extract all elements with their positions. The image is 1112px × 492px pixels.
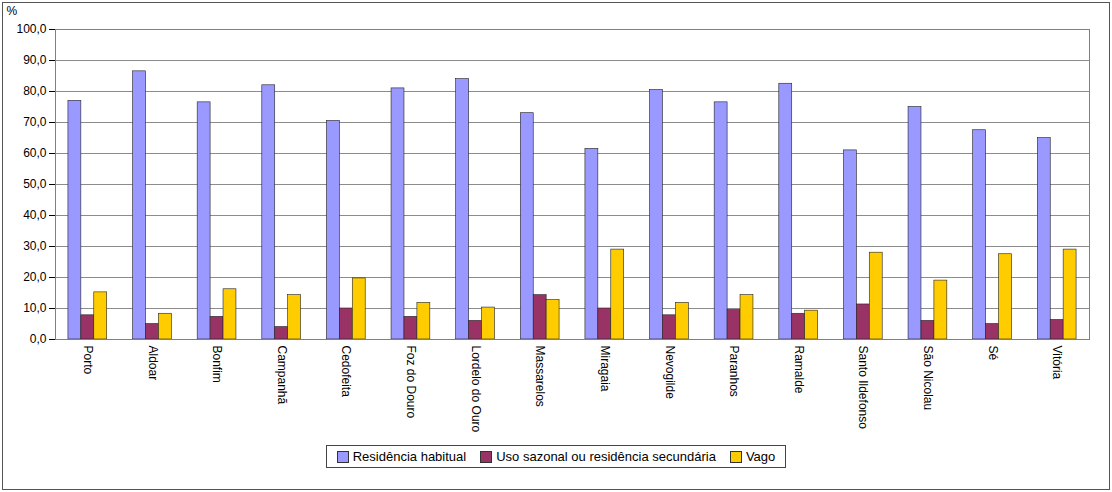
svg-text:Bonfim: Bonfim <box>210 346 224 383</box>
svg-text:Paranhos: Paranhos <box>727 346 741 397</box>
svg-text:50,0: 50,0 <box>23 177 47 191</box>
svg-text:Santo Ildefonso: Santo Ildefonso <box>856 346 870 430</box>
svg-text:Campanhã: Campanhã <box>275 346 289 405</box>
svg-text:Lordelo do Ouro: Lordelo do Ouro <box>469 346 483 433</box>
html-text:Vago: Vago <box>745 449 776 464</box>
html-text:Residência habitual: Residência habitual <box>352 449 467 464</box>
svg-text:100,0: 100,0 <box>16 22 46 36</box>
svg-text:90,0: 90,0 <box>23 53 47 67</box>
svg-text:0,0: 0,0 <box>30 332 47 346</box>
svg-text:%: % <box>7 4 18 18</box>
svg-text:40,0: 40,0 <box>23 208 47 222</box>
svg-text:Nevogilde: Nevogilde <box>663 346 677 400</box>
svg-text:Massarelos: Massarelos <box>533 346 547 407</box>
html-text:Uso sazonal ou residência secu: Uso sazonal ou residência secundária <box>496 449 716 464</box>
svg-text:Cedofeita: Cedofeita <box>339 346 353 398</box>
svg-text:60,0: 60,0 <box>23 146 47 160</box>
svg-text:80,0: 80,0 <box>23 84 47 98</box>
svg-text:70,0: 70,0 <box>23 115 47 129</box>
svg-text:Ramalde: Ramalde <box>792 346 806 394</box>
svg-text:Aldoar: Aldoar <box>146 346 160 381</box>
svg-text:Porto: Porto <box>81 346 95 375</box>
svg-text:20,0: 20,0 <box>23 270 47 284</box>
svg-text:Vitória: Vitória <box>1050 346 1064 380</box>
svg-text:30,0: 30,0 <box>23 239 47 253</box>
svg-text:São Nicolau: São Nicolau <box>921 346 935 411</box>
svg-text:Miragaia: Miragaia <box>598 346 612 392</box>
svg-text:Foz do Douro: Foz do Douro <box>404 346 418 419</box>
svg-text:10,0: 10,0 <box>23 301 47 315</box>
svg-text:Sé: Sé <box>986 346 1000 361</box>
